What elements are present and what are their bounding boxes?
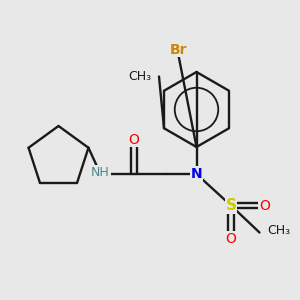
Text: NH: NH xyxy=(91,166,110,179)
Text: N: N xyxy=(191,167,202,181)
Text: Br: Br xyxy=(170,43,187,56)
Text: CH₃: CH₃ xyxy=(267,224,290,238)
Text: O: O xyxy=(259,199,270,212)
Text: S: S xyxy=(226,198,236,213)
Text: O: O xyxy=(128,133,139,146)
Text: CH₃: CH₃ xyxy=(128,70,152,83)
Text: O: O xyxy=(226,232,236,246)
